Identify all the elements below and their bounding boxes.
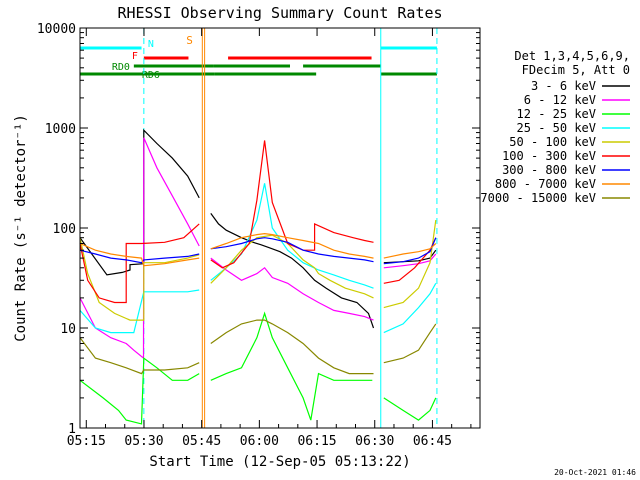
series-line: [210, 232, 374, 259]
legend: Det 1,3,4,5,6,9,FDecim 5, Att 0 3 - 6 keV…: [480, 49, 630, 205]
saa-label: S: [186, 34, 193, 47]
x-tick-label: 06:00: [240, 434, 279, 449]
y-tick-label: 1000: [45, 122, 76, 137]
x-tick-label: 05:30: [124, 434, 163, 449]
series-line: [79, 289, 200, 334]
series-line: [210, 140, 374, 269]
axes: 05:15 05:30 05:45 06:00 06:15 06:30 06:45 1 10 10…: [37, 22, 480, 449]
series-line: [210, 311, 373, 421]
generation-timestamp: 20-Oct-2021 01:46: [554, 468, 636, 477]
x-axis-label: Start Time (12-Sep-05 05:13:22): [149, 454, 410, 470]
legend-entry-label: 12 - 25 keV: [517, 107, 596, 121]
flag-bar-label: RD0: [112, 62, 130, 73]
series-line: [383, 283, 437, 334]
series-line: [79, 242, 200, 267]
series-line: [383, 243, 437, 259]
y-tick-label: 100: [53, 222, 76, 237]
flag-bar-label: RD6: [142, 70, 160, 81]
legend-entry-label: 800 - 7000 keV: [495, 177, 596, 191]
series-line: [79, 356, 200, 425]
series-line: [79, 223, 200, 304]
y-axis-label: Count Rate (s⁻¹ detector⁻¹): [13, 114, 29, 342]
flag-bar-label: N: [148, 39, 154, 50]
x-tick-label: 06:15: [297, 434, 336, 449]
y-tick-label: 10000: [37, 22, 76, 37]
series-line: [210, 319, 374, 375]
series-line: [383, 323, 437, 364]
x-tick-label: 06:30: [355, 434, 394, 449]
x-tick-label: 05:15: [67, 434, 106, 449]
series-line: [210, 213, 375, 329]
chart-title: RHESSI Observing Summary Count Rates: [117, 4, 442, 22]
series-line: [210, 234, 374, 299]
series-line: [383, 397, 437, 421]
x-tick-label: 05:45: [182, 434, 221, 449]
legend-entry-label: 3 - 6 keV: [531, 79, 596, 93]
series-line: [79, 337, 200, 375]
series-line: [210, 257, 374, 321]
y-tick-label: 1: [68, 422, 76, 437]
flag-bar-label: F: [132, 51, 138, 62]
legend-entry-label: 300 - 800 keV: [502, 163, 596, 177]
x-tick-label: 06:45: [413, 434, 452, 449]
legend-entry-label: 25 - 50 keV: [517, 121, 596, 135]
data-series: [79, 128, 437, 425]
legend-entry-label: 6 - 12 keV: [524, 93, 596, 107]
series-line: [79, 249, 200, 264]
legend-entry-label: 7000 - 15000 keV: [480, 191, 596, 205]
legend-entry-label: 100 - 300 keV: [502, 149, 596, 163]
legend-header: FDecim 5, Att 0: [522, 63, 630, 77]
y-tick-label: 10: [60, 322, 76, 337]
legend-header: Det 1,3,4,5,6,9,: [514, 49, 630, 63]
series-line: [210, 237, 374, 263]
legend-entry-label: 50 - 100 keV: [509, 135, 596, 149]
